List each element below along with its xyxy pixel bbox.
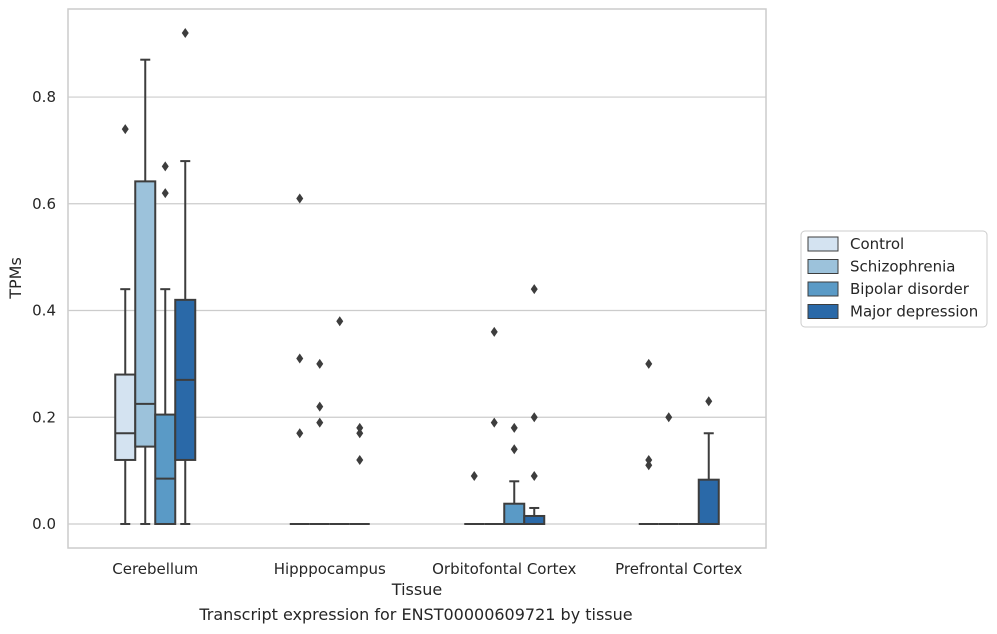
- box-body: [523, 514, 546, 525]
- outlier-point: [121, 124, 129, 135]
- legend-label: Major depression: [850, 303, 978, 321]
- x-axis-label: Tissue: [391, 580, 442, 599]
- outlier-point: [296, 353, 304, 364]
- box-prefrontal-cortex-control: [638, 358, 659, 525]
- outlier-point: [490, 326, 498, 337]
- plot-area-frame: [67, 8, 767, 549]
- box-orbitofontal-cortex-control: [464, 470, 485, 525]
- box-orbitofontal-cortex-bipolar-disorder: [503, 422, 526, 525]
- outlier-point: [356, 422, 364, 433]
- y-tick-label: 0.8: [32, 88, 56, 106]
- y-tick-label: 0.4: [32, 302, 56, 320]
- outlier-point: [470, 470, 478, 481]
- x-tick-labels: Cerebellum Hipppocampus Orbitofontal Corte…: [112, 560, 742, 578]
- y-tick-label: 0.2: [32, 408, 56, 426]
- box-hipppocampus-control: [289, 193, 310, 525]
- legend-swatch: [807, 236, 839, 252]
- y-tick-label: 0.6: [32, 195, 56, 213]
- outlier-point: [665, 412, 673, 423]
- x-tick-label: Cerebellum: [112, 560, 198, 578]
- outlier-point: [316, 401, 324, 412]
- x-tick-label: Prefrontal Cortex: [615, 560, 742, 578]
- box-prefrontal-cortex-schizophrenia: [658, 412, 679, 525]
- outlier-point: [530, 470, 538, 481]
- outlier-point: [510, 444, 518, 455]
- outlier-point: [336, 316, 344, 327]
- outlier-point: [296, 428, 304, 439]
- outlier-point: [705, 396, 713, 407]
- box-body: [503, 502, 526, 525]
- box-cerebellum-schizophrenia: [134, 58, 157, 525]
- x-tick-label: Hipppocampus: [274, 560, 386, 578]
- box-orbitofontal-cortex-schizophrenia: [484, 326, 505, 525]
- legend-swatch: [807, 304, 839, 319]
- box-hipppocampus-schizophrenia: [309, 358, 330, 525]
- outlier-point: [316, 358, 324, 369]
- legend: Control Schizophrenia Bipolar disorder Majo…: [800, 230, 988, 328]
- box-cerebellum-major-depression: [174, 28, 197, 525]
- box-body: [114, 373, 137, 461]
- box-prefrontal-cortex-major-depression: [697, 396, 720, 525]
- legend-swatch: [807, 281, 839, 297]
- box-hipppocampus-major-depression: [349, 422, 370, 525]
- box-orbitofontal-cortex-major-depression: [523, 284, 546, 525]
- legend-label: Schizophrenia: [850, 258, 955, 276]
- box-cerebellum-control: [114, 124, 137, 525]
- outlier-point: [530, 412, 538, 423]
- outlier-point: [356, 454, 364, 465]
- legend-label: Control: [850, 235, 904, 253]
- figure-caption: Transcript expression for ENST0000060972…: [199, 605, 633, 624]
- y-tick-label: 0.0: [32, 515, 56, 533]
- box-body: [134, 180, 157, 448]
- outlier-point: [356, 428, 364, 439]
- x-tick-label: Orbitofontal Cortex: [432, 560, 576, 578]
- y-tick-labels: 0.0 0.2 0.4 0.6 0.8: [32, 88, 56, 533]
- outlier-point: [490, 417, 498, 428]
- outlier-point: [645, 460, 653, 471]
- outlier-point: [510, 422, 518, 433]
- outlier-point: [181, 28, 189, 39]
- outlier-point: [645, 358, 653, 369]
- outlier-point: [530, 284, 538, 295]
- outlier-point: [296, 193, 304, 204]
- outlier-point: [161, 161, 169, 172]
- legend-swatch: [807, 259, 839, 274]
- legend-label: Bipolar disorder: [850, 280, 970, 298]
- outlier-point: [645, 454, 653, 465]
- box-body: [154, 413, 177, 525]
- legend-frame: [800, 230, 988, 328]
- outlier-point: [316, 417, 324, 428]
- outlier-point: [161, 188, 169, 199]
- box-hipppocampus-bipolar-disorder: [329, 316, 350, 525]
- box-cerebellum-bipolar-disorder: [154, 161, 177, 525]
- box-groups: [114, 28, 720, 525]
- y-axis-label: TPMs: [6, 257, 25, 300]
- box-body: [697, 478, 720, 525]
